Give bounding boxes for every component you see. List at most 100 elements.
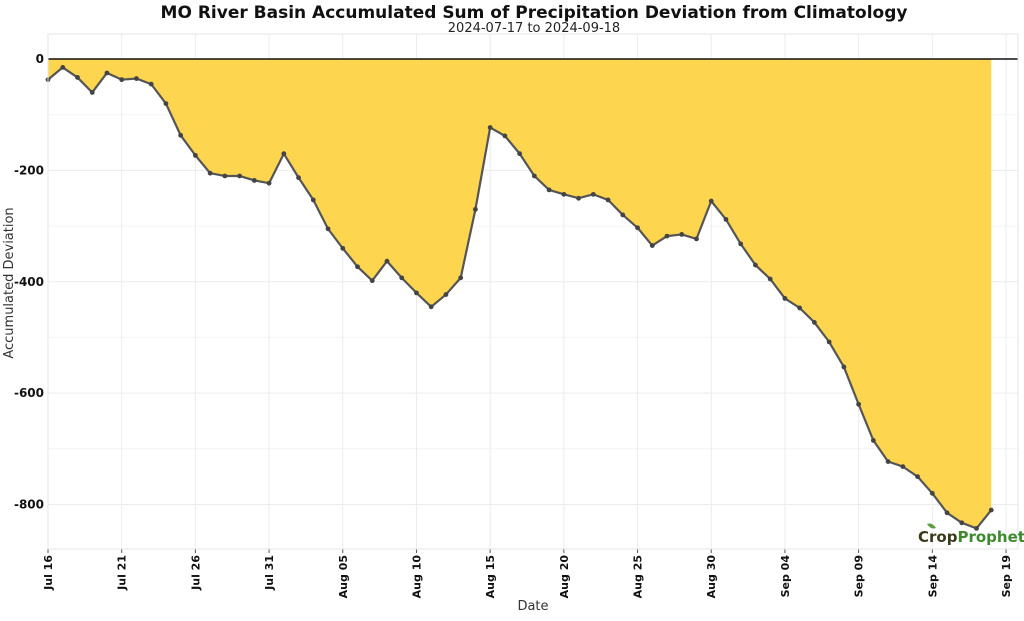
data-point [355, 264, 360, 270]
area-layer [48, 59, 992, 529]
data-point [251, 178, 257, 183]
data-point [369, 278, 375, 284]
data-point [561, 191, 567, 197]
data-point [443, 292, 449, 297]
data-point [635, 225, 640, 231]
data-point [517, 151, 523, 157]
data-point [75, 75, 80, 80]
data-point [753, 262, 758, 268]
data-point [104, 70, 110, 76]
y-axis-label: Accumulated Deviation [2, 207, 17, 358]
data-point [915, 474, 920, 480]
plot-frame [47, 33, 1019, 550]
data-point [856, 401, 862, 407]
data-point [473, 206, 478, 212]
y-tick-label: -400 [14, 275, 44, 289]
data-point [620, 212, 626, 218]
cropprophet-logo: CropProphet [918, 523, 1024, 546]
data-point [826, 339, 832, 345]
data-point [797, 305, 803, 311]
data-point [119, 77, 125, 83]
x-axis-label: Date [517, 599, 548, 614]
logo-crop-text: Crop [918, 528, 958, 546]
deviation-area [48, 59, 992, 529]
points-layer [45, 65, 994, 531]
data-point [531, 173, 537, 179]
data-point [192, 152, 198, 158]
x-tick-label: Aug 20 [558, 555, 571, 599]
chart-subtitle: 2024-07-17 to 2024-09-18 [448, 21, 620, 36]
x-tick-label: Aug 30 [705, 555, 718, 599]
data-point [929, 490, 935, 496]
x-tick-label: Sep 09 [853, 555, 866, 597]
data-point [237, 173, 243, 179]
data-point [812, 320, 817, 325]
x-tick-label: Sep 04 [779, 555, 792, 598]
y-tick-label: -200 [14, 163, 44, 177]
data-point [959, 520, 965, 526]
x-tick-label: Aug 25 [632, 555, 645, 598]
data-point [974, 526, 979, 531]
svg-text:CropProphet: CropProphet [918, 528, 1024, 546]
data-point [590, 191, 596, 197]
data-point [148, 81, 154, 87]
data-point [207, 170, 213, 176]
data-point [414, 290, 419, 296]
data-point [487, 125, 493, 130]
data-point [281, 151, 287, 157]
x-tick-label: Sep 14 [926, 555, 939, 598]
data-point [89, 90, 95, 95]
data-point [944, 510, 950, 516]
x-tick-label: Jul 21 [116, 555, 129, 591]
y-axis-ticks: 0 -200 -400 -600 -800 [14, 52, 44, 511]
x-tick-label: Aug 05 [337, 555, 350, 598]
data-point [546, 187, 552, 193]
x-tick-label: Sep 19 [1000, 555, 1013, 597]
data-point [738, 241, 744, 247]
x-tick-label: Jul 26 [189, 555, 202, 591]
logo-prophet-text: Prophet [957, 528, 1024, 546]
data-point [649, 243, 655, 248]
data-point [694, 236, 699, 242]
x-tick-label: Jul 16 [42, 555, 55, 591]
data-point [576, 195, 581, 201]
data-point [222, 173, 228, 179]
x-axis-ticks: Jul 16 Jul 21 Jul 26 Jul 31 Aug 05 Aug 10 Aug … [42, 549, 1013, 598]
y-tick-label: -800 [14, 497, 44, 511]
data-point [163, 101, 169, 106]
data-point [900, 464, 906, 469]
data-point [428, 304, 434, 310]
x-tick-label: Jul 31 [263, 555, 276, 591]
data-point [767, 276, 773, 282]
data-point [605, 197, 611, 203]
data-point [841, 364, 847, 370]
data-point [723, 217, 729, 222]
y-tick-label: 0 [36, 52, 44, 66]
chart-title: MO River Basin Accumulated Sum of Precip… [161, 3, 908, 23]
data-point [325, 226, 331, 232]
data-point [885, 459, 891, 464]
data-point [60, 65, 66, 70]
leaf-icon [927, 523, 936, 529]
data-point [178, 132, 184, 138]
x-tick-label: Aug 15 [484, 555, 497, 598]
data-point [458, 275, 464, 281]
data-point [310, 197, 316, 203]
data-point [340, 245, 346, 251]
data-point [782, 296, 788, 301]
data-point [708, 198, 714, 204]
data-point [988, 507, 994, 513]
data-point [134, 76, 139, 81]
data-point [679, 232, 685, 237]
y-tick-label: -600 [14, 386, 44, 400]
data-point [870, 438, 876, 443]
data-point [399, 275, 405, 281]
data-point [266, 180, 272, 186]
data-point [664, 233, 670, 239]
data-point [384, 258, 390, 264]
data-point [296, 175, 301, 181]
x-tick-label: Aug 10 [410, 555, 423, 599]
data-point [502, 133, 508, 139]
